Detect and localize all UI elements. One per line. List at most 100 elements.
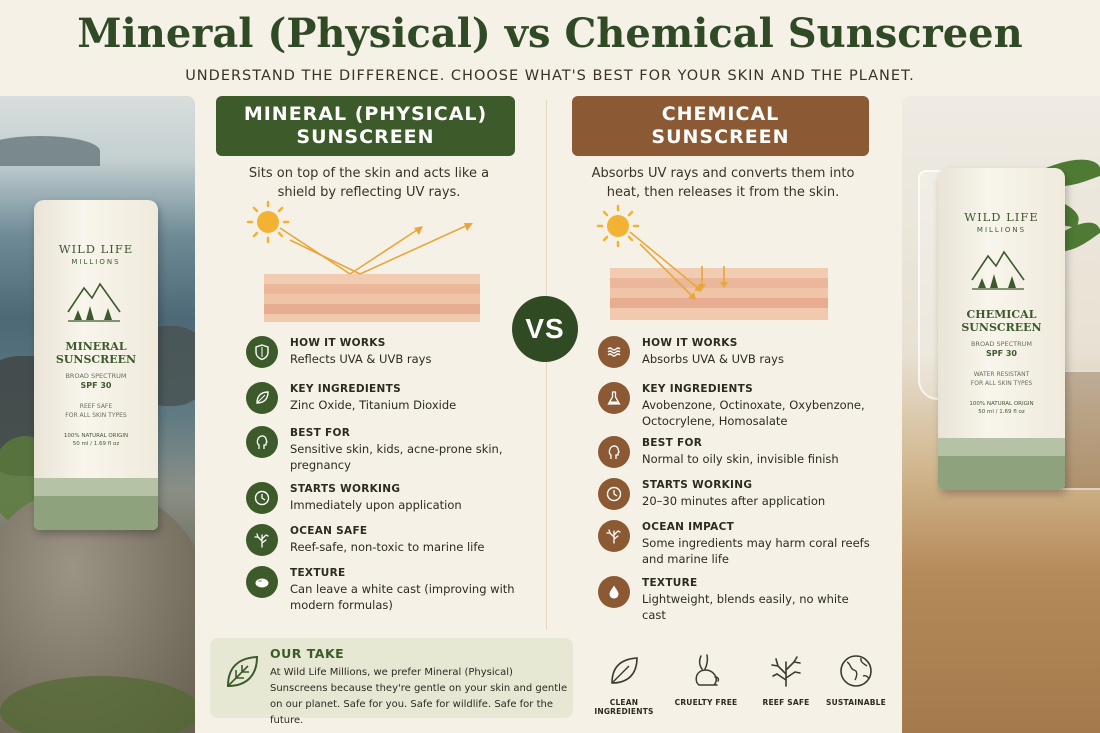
mineral-reflection-diagram bbox=[246, 200, 480, 322]
feature-value: Sensitive skin, kids, acne-prone skin, p… bbox=[290, 442, 503, 472]
coral-icon bbox=[598, 520, 630, 552]
tube-note2: FOR ALL SKIN TYPES bbox=[970, 380, 1033, 387]
tube-name-line2: SUNSCREEN bbox=[55, 353, 137, 366]
shield-icon bbox=[246, 336, 278, 368]
tube-note1: WATER RESISTANT bbox=[973, 371, 1030, 378]
tube-size: 50 ml / 1.69 fl oz bbox=[978, 409, 1025, 415]
skin-layers bbox=[610, 268, 828, 320]
rabbit-icon bbox=[695, 654, 720, 686]
face-icon bbox=[246, 426, 278, 458]
tube-product-name: MINERAL SUNSCREEN bbox=[34, 340, 158, 366]
flask-icon bbox=[598, 382, 630, 414]
drop-icon bbox=[598, 576, 630, 608]
page-title: Mineral (Physical) vs Chemical Sunscreen bbox=[77, 10, 1023, 57]
mineral-heading-line2: SUNSCREEN bbox=[296, 126, 435, 148]
mountain-logo-icon bbox=[67, 282, 121, 322]
tube-origin-text: 100% NATURAL ORIGIN bbox=[969, 401, 1034, 407]
badge-item: CLEAN INGREDIENTS bbox=[584, 652, 664, 716]
tube-note1: REEF SAFE bbox=[79, 403, 113, 410]
absorbed-rays bbox=[629, 231, 725, 297]
moss-shape bbox=[0, 676, 195, 733]
tube-brand: WILD LIFE bbox=[964, 210, 1039, 224]
feature-label: OCEAN IMPACT bbox=[642, 521, 735, 533]
mineral-product-photo: WILD LIFE MILLIONS MINERAL SUNSCREEN BRO… bbox=[0, 96, 195, 733]
feature-value: Some ingredients may harm coral reefs an… bbox=[642, 536, 870, 566]
tube-origin: 100% NATURAL ORIGIN 50 ml / 1.69 fl oz bbox=[34, 432, 158, 448]
tube-origin: 100% NATURAL ORIGIN 50 ml / 1.69 fl oz bbox=[938, 400, 1065, 416]
feature-value: Reflects UVA & UVB rays bbox=[290, 352, 432, 366]
tube-name-line1: MINERAL bbox=[65, 340, 127, 353]
leaf-icon bbox=[246, 382, 278, 414]
tube-notes: REEF SAFE FOR ALL SKIN TYPES bbox=[34, 402, 158, 420]
tube-notes: WATER RESISTANT FOR ALL SKIN TYPES bbox=[938, 370, 1065, 388]
coral-icon bbox=[246, 524, 278, 556]
tube-brand-sub: MILLIONS bbox=[976, 226, 1027, 234]
globe-icon bbox=[840, 655, 872, 687]
feature-label: KEY INGREDIENTS bbox=[290, 383, 401, 395]
ray-arrowheads bbox=[414, 223, 473, 235]
mountain-logo-icon bbox=[971, 250, 1025, 290]
clock-icon bbox=[598, 478, 630, 510]
glass-shape bbox=[1060, 370, 1100, 490]
tube-spf: SPF 30 bbox=[985, 349, 1017, 358]
feature-label: HOW IT WORKS bbox=[642, 337, 738, 349]
tube-brand: WILD LIFE bbox=[58, 242, 134, 256]
feature-value: Immediately upon application bbox=[290, 498, 462, 512]
feature-label: TEXTURE bbox=[290, 567, 346, 579]
badge-label: CLEAN INGREDIENTS bbox=[594, 698, 654, 716]
mineral-heading-line1: MINERAL (PHYSICAL) bbox=[243, 103, 488, 125]
badge-label: REEF SAFE bbox=[762, 698, 810, 707]
tube-brand-sub: MILLIONS bbox=[71, 258, 121, 266]
coral-outline-icon bbox=[771, 656, 801, 687]
tube-cap bbox=[938, 456, 1065, 490]
badge-label: SUSTAINABLE bbox=[826, 698, 886, 707]
tube-band bbox=[34, 478, 158, 496]
badge-item: CRUELTY FREE bbox=[666, 652, 746, 707]
tube-product-name: CHEMICAL SUNSCREEN bbox=[938, 308, 1065, 334]
our-take-body: At Wild Life Millions, we prefer Mineral… bbox=[270, 667, 568, 726]
our-take-title: OUR TAKE bbox=[270, 646, 345, 661]
feature-value: Reef-safe, non-toxic to marine life bbox=[290, 540, 485, 554]
feature-label: OCEAN SAFE bbox=[290, 525, 368, 537]
tube-broad-spectrum: BROAD SPECTRUM bbox=[970, 340, 1033, 348]
cliff-shape bbox=[0, 136, 100, 166]
feature-label: STARTS WORKING bbox=[290, 483, 401, 495]
page-subtitle: UNDERSTAND THE DIFFERENCE. CHOOSE WHAT'S… bbox=[185, 68, 915, 84]
mineral-heading: MINERAL (PHYSICAL) SUNSCREEN bbox=[216, 96, 515, 156]
tube-note2: FOR ALL SKIN TYPES bbox=[65, 412, 127, 419]
feature-label: BEST FOR bbox=[642, 437, 703, 449]
badge-item: SUSTAINABLE bbox=[816, 652, 896, 707]
cream-icon bbox=[246, 566, 278, 598]
vs-badge: VS bbox=[512, 296, 578, 362]
tube-size: 50 ml / 1.69 fl oz bbox=[72, 441, 120, 447]
feature-label: KEY INGREDIENTS bbox=[642, 383, 753, 395]
chemical-description: Absorbs UV rays and converts them into h… bbox=[591, 166, 855, 200]
mineral-tube: WILD LIFE MILLIONS MINERAL SUNSCREEN BRO… bbox=[34, 200, 158, 530]
our-take-box: OUR TAKE At Wild Life Millions, we prefe… bbox=[210, 638, 573, 726]
feature-label: TEXTURE bbox=[642, 577, 698, 589]
center-divider bbox=[546, 100, 547, 630]
chemical-heading: CHEMICAL SUNSCREEN bbox=[572, 96, 869, 156]
tube-name-line2: SUNSCREEN bbox=[961, 321, 1042, 334]
tube-spf: SPF 30 bbox=[80, 381, 112, 390]
reflected-rays bbox=[279, 223, 471, 275]
badge-item: REEF SAFE bbox=[746, 652, 826, 707]
chemical-heading-line2: SUNSCREEN bbox=[651, 126, 790, 148]
feature-label: STARTS WORKING bbox=[642, 479, 753, 491]
tube-name-line1: CHEMICAL bbox=[966, 308, 1037, 321]
chemical-heading-line1: CHEMICAL bbox=[661, 103, 780, 125]
tube-band bbox=[938, 438, 1065, 456]
feature-value: Normal to oily skin, invisible finish bbox=[642, 452, 839, 466]
skin-layers bbox=[264, 274, 480, 322]
leaf-outline-icon bbox=[611, 657, 638, 684]
feature-label: BEST FOR bbox=[290, 427, 351, 439]
chemical-absorption-diagram bbox=[596, 204, 828, 320]
feature-value: Absorbs UVA & UVB rays bbox=[642, 352, 784, 366]
waves-icon bbox=[598, 336, 630, 368]
feature-value: Avobenzone, Octinoxate, Oxybenzone, Octo… bbox=[642, 398, 865, 428]
sun-icon bbox=[246, 200, 290, 244]
chemical-tube: WILD LIFE MILLIONS CHEMICAL SUNSCREEN BR… bbox=[938, 168, 1065, 490]
feature-value: 20–30 minutes after application bbox=[642, 494, 826, 508]
feature-value: Lightweight, blends easily, no white cas… bbox=[642, 592, 849, 622]
badge-label: CRUELTY FREE bbox=[674, 698, 738, 707]
